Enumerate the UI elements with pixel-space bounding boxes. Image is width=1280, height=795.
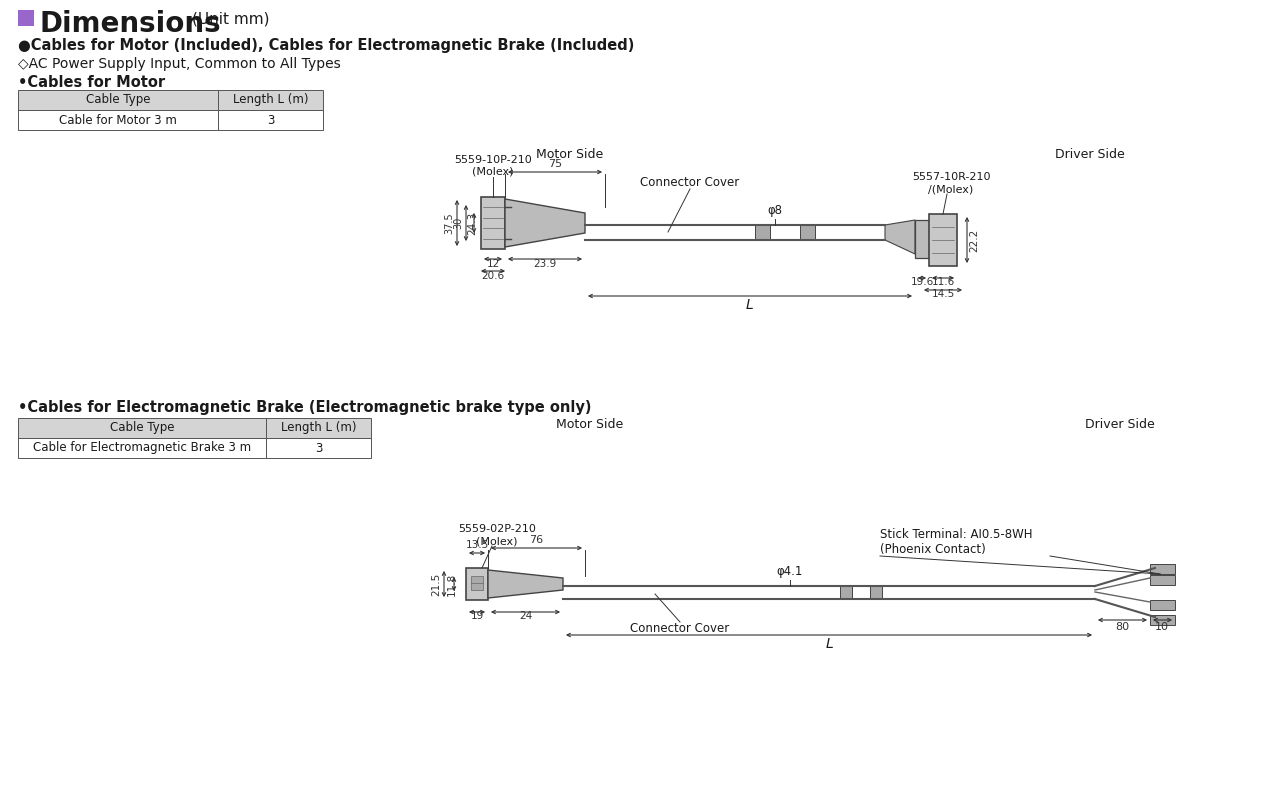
Text: 10: 10 <box>1155 622 1169 632</box>
Text: Driver Side: Driver Side <box>1085 418 1155 431</box>
Bar <box>800 225 815 240</box>
Text: 14.5: 14.5 <box>932 289 955 299</box>
Text: L: L <box>826 637 833 651</box>
Text: Cable for Electromagnetic Brake 3 m: Cable for Electromagnetic Brake 3 m <box>33 441 251 455</box>
Text: Dimensions: Dimensions <box>40 10 221 38</box>
Bar <box>18 438 266 458</box>
Bar <box>915 220 929 258</box>
Bar <box>18 110 218 130</box>
Text: •Cables for Motor: •Cables for Motor <box>18 75 165 90</box>
Bar <box>266 438 371 458</box>
Text: 3: 3 <box>315 441 323 455</box>
Text: 21.5: 21.5 <box>431 572 442 595</box>
Bar <box>466 568 488 600</box>
Text: 13.5: 13.5 <box>466 540 489 550</box>
Text: 76: 76 <box>530 535 544 545</box>
Text: •Cables for Electromagnetic Brake (Electromagnetic brake type only): •Cables for Electromagnetic Brake (Elect… <box>18 400 591 415</box>
Text: Motor Side: Motor Side <box>536 148 604 161</box>
Text: 24: 24 <box>518 611 532 621</box>
Bar <box>1149 575 1175 585</box>
Text: Connector Cover: Connector Cover <box>640 176 740 189</box>
Text: 12: 12 <box>486 259 499 269</box>
Text: 19.6: 19.6 <box>910 277 933 287</box>
Text: 11.8: 11.8 <box>447 572 457 595</box>
Bar <box>266 418 371 438</box>
Bar <box>1149 600 1175 610</box>
Text: Cable Type: Cable Type <box>110 421 174 435</box>
Text: ●Cables for Motor (Included), Cables for Electromagnetic Brake (Included): ●Cables for Motor (Included), Cables for… <box>18 38 635 53</box>
Text: 20.6: 20.6 <box>481 271 504 281</box>
Text: φ4.1: φ4.1 <box>777 565 803 578</box>
Text: 23.9: 23.9 <box>534 259 557 269</box>
Text: 19: 19 <box>470 611 484 621</box>
Text: Cable Type: Cable Type <box>86 94 150 107</box>
Text: 5559-10P-210
(Molex): 5559-10P-210 (Molex) <box>454 155 532 177</box>
Text: 30: 30 <box>453 217 463 229</box>
Text: (Unit mm): (Unit mm) <box>192 12 270 27</box>
Bar <box>929 214 957 266</box>
Bar <box>218 110 323 130</box>
Bar <box>471 576 483 590</box>
Text: 5559-02P-210
(Molex): 5559-02P-210 (Molex) <box>458 525 536 546</box>
Text: 24.3: 24.3 <box>467 211 477 235</box>
Bar <box>18 418 266 438</box>
Text: 11.6: 11.6 <box>932 277 955 287</box>
Text: ◇AC Power Supply Input, Common to All Types: ◇AC Power Supply Input, Common to All Ty… <box>18 57 340 71</box>
Text: 5557-10R-210
/(Molex): 5557-10R-210 /(Molex) <box>911 173 991 194</box>
Polygon shape <box>884 220 915 254</box>
Text: Motor Side: Motor Side <box>557 418 623 431</box>
Bar <box>18 90 218 110</box>
Bar <box>218 90 323 110</box>
Text: Driver Side: Driver Side <box>1055 148 1125 161</box>
Bar <box>870 586 882 599</box>
Text: Cable for Motor 3 m: Cable for Motor 3 m <box>59 114 177 126</box>
Polygon shape <box>506 199 585 247</box>
Text: 37.5: 37.5 <box>444 212 454 234</box>
Text: Length L (m): Length L (m) <box>233 94 308 107</box>
Bar <box>18 10 35 26</box>
Text: Connector Cover: Connector Cover <box>630 622 730 635</box>
Text: 22.2: 22.2 <box>969 228 979 252</box>
Text: φ8: φ8 <box>768 204 782 217</box>
Bar <box>1149 615 1175 625</box>
Text: 3: 3 <box>266 114 274 126</box>
Bar <box>1149 564 1175 574</box>
Text: Stick Terminal: AI0.5-8WH
(Phoenix Contact): Stick Terminal: AI0.5-8WH (Phoenix Conta… <box>881 528 1033 556</box>
Bar <box>481 197 506 249</box>
Text: L: L <box>746 298 754 312</box>
Bar <box>840 586 852 599</box>
Polygon shape <box>488 570 563 598</box>
Text: 80: 80 <box>1115 622 1129 632</box>
Bar <box>755 225 771 240</box>
Text: Length L (m): Length L (m) <box>280 421 356 435</box>
Text: 75: 75 <box>548 159 562 169</box>
